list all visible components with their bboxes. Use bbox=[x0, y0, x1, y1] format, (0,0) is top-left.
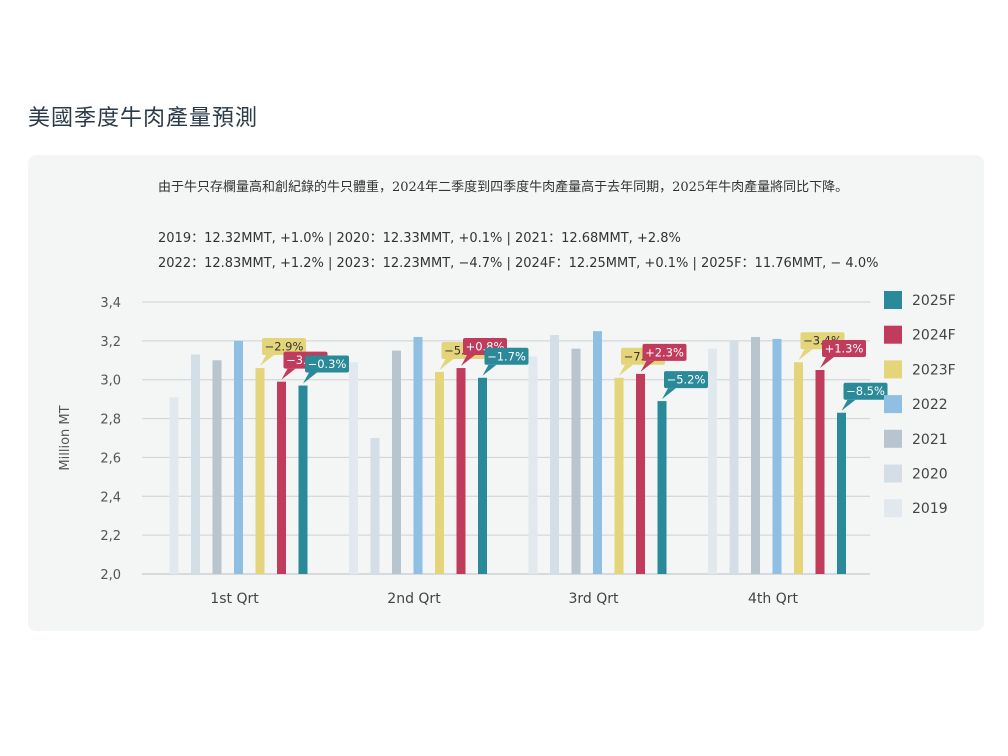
legend-swatch-2019 bbox=[884, 499, 902, 518]
callout-pointer bbox=[461, 355, 475, 367]
data-label: −1.7% bbox=[487, 349, 526, 363]
bar-2024F bbox=[456, 368, 466, 574]
legend-label: 2020 bbox=[912, 467, 948, 483]
chart-card bbox=[28, 155, 984, 631]
data-label: +1.3% bbox=[825, 342, 864, 356]
callout-box bbox=[843, 382, 888, 400]
legend-label: 2019 bbox=[912, 501, 948, 517]
bar-2019 bbox=[708, 348, 717, 574]
data-label: +2.3% bbox=[645, 345, 684, 359]
legend-swatch-2022 bbox=[884, 395, 902, 414]
bar-2021 bbox=[392, 350, 401, 574]
bar-2020 bbox=[191, 354, 200, 574]
callout-box bbox=[642, 343, 687, 361]
callout-box bbox=[262, 338, 306, 356]
callout-pointer bbox=[798, 349, 813, 361]
y-tick-label: 3,0 bbox=[100, 374, 121, 389]
callout-pointer bbox=[640, 360, 655, 372]
bar-2019 bbox=[349, 362, 358, 574]
bar-2019 bbox=[528, 356, 538, 574]
y-tick-label: 3,4 bbox=[100, 296, 121, 311]
bar-2024F bbox=[636, 373, 645, 574]
callout-pointer bbox=[820, 357, 834, 368]
legend-swatch-2024F bbox=[884, 325, 902, 344]
bar-2022 bbox=[593, 331, 602, 574]
bar-2020 bbox=[729, 340, 739, 574]
y-tick-label: 3,2 bbox=[100, 335, 121, 350]
bar-2022 bbox=[772, 338, 782, 574]
x-tick-label: 3rd Qrt bbox=[568, 591, 619, 607]
bar-2022 bbox=[413, 336, 423, 574]
bar-2019 bbox=[169, 397, 179, 574]
y-tick-label: 2,0 bbox=[100, 568, 121, 583]
bar-2024F bbox=[277, 381, 286, 574]
x-tick-label: 2nd Qrt bbox=[387, 591, 441, 607]
bar-2025F bbox=[478, 377, 487, 574]
data-label: −0.3% bbox=[308, 357, 347, 371]
y-axis-label: Million MT bbox=[58, 405, 73, 470]
callout-pointer bbox=[619, 364, 633, 376]
y-tick-label: 2,2 bbox=[100, 529, 121, 544]
data-label: −5.2% bbox=[667, 373, 706, 387]
callout-pointer bbox=[662, 388, 676, 400]
bar-2022 bbox=[234, 340, 243, 574]
annual-stats-line-2: 2022：12.83MMT, +1.2% | 2023：12.23MMT, −4… bbox=[158, 256, 879, 271]
bar-2023F bbox=[794, 362, 803, 574]
callout-box bbox=[664, 371, 708, 389]
legend-swatch-2023F bbox=[884, 360, 902, 379]
bar-2023F bbox=[435, 371, 444, 574]
callout-pointer bbox=[841, 399, 856, 411]
y-tick-label: 2,6 bbox=[100, 451, 121, 466]
chart-subtitle: 由于牛只存欄量高和創紀錄的牛只體重，2024年二季度到四季度牛肉產量高于去年同期… bbox=[158, 180, 849, 195]
legend-label: 2024F bbox=[912, 328, 956, 344]
legend-swatch-2021 bbox=[884, 429, 902, 448]
page-title: 美國季度牛肉產量預測 bbox=[28, 106, 259, 131]
legend-label: 2021 bbox=[912, 432, 948, 448]
x-tick-label: 1st Qrt bbox=[210, 591, 259, 607]
callout-box bbox=[484, 347, 529, 365]
bar-2025F bbox=[837, 412, 846, 574]
x-tick-label: 4th Qrt bbox=[748, 591, 798, 607]
bar-2021 bbox=[212, 360, 222, 574]
bar-2024F bbox=[815, 370, 825, 574]
callout-pointer bbox=[303, 372, 317, 384]
y-tick-label: 2,4 bbox=[100, 490, 121, 505]
bar-2021 bbox=[571, 348, 581, 574]
bar-2021 bbox=[751, 336, 760, 574]
bar-2025F bbox=[657, 401, 667, 574]
data-label: −2.9% bbox=[265, 340, 304, 354]
bar-2025F bbox=[298, 385, 308, 574]
bar-2023F bbox=[255, 368, 265, 574]
data-label: −8.5% bbox=[846, 384, 885, 398]
callout-pointer bbox=[260, 355, 274, 367]
callout-pointer bbox=[439, 358, 454, 370]
bar-2020 bbox=[550, 335, 559, 574]
legend-label: 2025F bbox=[912, 293, 956, 309]
y-tick-label: 2,8 bbox=[100, 413, 121, 428]
callout-box bbox=[305, 355, 349, 373]
legend-label: 2023F bbox=[912, 362, 956, 378]
bar-2020 bbox=[370, 438, 380, 574]
annual-stats-line-1: 2019：12.32MMT, +1.0% | 2020：12.33MMT, +0… bbox=[158, 231, 681, 246]
callout-pointer bbox=[482, 364, 497, 376]
legend-swatch-2020 bbox=[884, 464, 902, 483]
callout-pointer bbox=[281, 368, 296, 380]
legend-label: 2022 bbox=[912, 397, 948, 413]
bar-2023F bbox=[614, 377, 624, 574]
callout-box bbox=[822, 340, 866, 357]
legend-swatch-2025F bbox=[884, 291, 902, 309]
